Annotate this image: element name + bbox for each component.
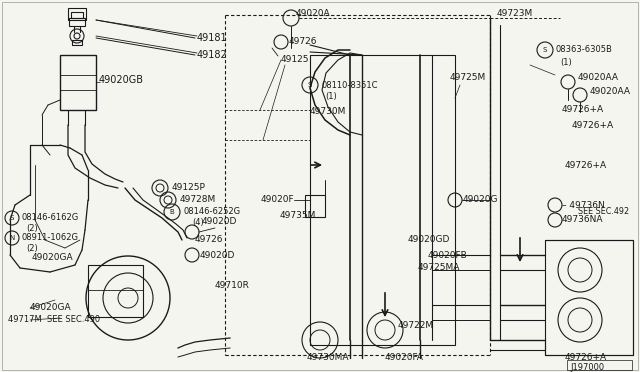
- Bar: [310, 55, 455, 345]
- Bar: [60, 55, 96, 110]
- Text: S: S: [308, 82, 312, 88]
- Text: SEE SEC.492: SEE SEC.492: [578, 208, 629, 217]
- Text: 49728M: 49728M: [180, 196, 216, 205]
- Text: 49722M: 49722M: [398, 321, 434, 330]
- Text: 49020FB: 49020FB: [428, 250, 468, 260]
- Text: 49020D: 49020D: [202, 218, 237, 227]
- Text: 49725MA: 49725MA: [418, 263, 460, 273]
- Text: 49726+A: 49726+A: [562, 106, 604, 115]
- Text: 49020AA: 49020AA: [590, 87, 631, 96]
- Text: – 49736N: – 49736N: [562, 201, 605, 209]
- Text: 49020D: 49020D: [200, 250, 236, 260]
- Text: 49182: 49182: [197, 50, 228, 60]
- Bar: [69, 18, 85, 26]
- Text: 49020GB: 49020GB: [99, 75, 144, 85]
- Text: S: S: [543, 47, 547, 53]
- Bar: [71, 12, 83, 18]
- Text: 49726+A: 49726+A: [565, 160, 607, 170]
- Text: (1): (1): [560, 58, 572, 67]
- Bar: [72, 40, 82, 45]
- Text: 49020GA: 49020GA: [30, 304, 72, 312]
- Text: N: N: [10, 235, 15, 241]
- Text: 49726: 49726: [289, 38, 317, 46]
- Text: 49020A: 49020A: [296, 10, 331, 19]
- Text: 08363-6305B: 08363-6305B: [556, 45, 613, 55]
- Text: 08146-6162G: 08146-6162G: [22, 214, 79, 222]
- Text: 49125: 49125: [281, 55, 310, 64]
- Text: 49717M  SEE SEC.490: 49717M SEE SEC.490: [8, 315, 100, 324]
- Bar: [305, 195, 325, 217]
- Text: (4): (4): [192, 218, 204, 227]
- Text: (2): (2): [26, 224, 38, 232]
- Bar: [68, 8, 86, 20]
- Text: 49736NA: 49736NA: [562, 215, 604, 224]
- Text: 49020GD: 49020GD: [408, 235, 451, 244]
- Text: 49723M: 49723M: [497, 10, 533, 19]
- Text: 49020AA: 49020AA: [578, 74, 619, 83]
- Bar: [88, 265, 143, 317]
- Text: 08110-8351C: 08110-8351C: [321, 80, 378, 90]
- Text: S: S: [10, 215, 14, 221]
- Text: 08146-6252G: 08146-6252G: [183, 208, 240, 217]
- Bar: [545, 240, 633, 355]
- Text: 49181: 49181: [197, 33, 228, 43]
- Text: 49726+A: 49726+A: [572, 121, 614, 129]
- Text: 49020F: 49020F: [261, 196, 294, 205]
- Text: 49730MA: 49730MA: [307, 353, 349, 362]
- Text: 49725M: 49725M: [450, 74, 486, 83]
- Text: 49020FA: 49020FA: [385, 353, 424, 362]
- Text: (2): (2): [26, 244, 38, 253]
- Bar: [567, 360, 632, 370]
- Text: B: B: [170, 209, 174, 215]
- Text: 08911-1062G: 08911-1062G: [22, 234, 79, 243]
- Text: 49020G: 49020G: [463, 196, 499, 205]
- Text: (1): (1): [325, 93, 337, 102]
- Text: 49726+A: 49726+A: [565, 353, 607, 362]
- Text: 49730M: 49730M: [310, 108, 346, 116]
- Text: J197000: J197000: [570, 362, 604, 372]
- Text: 49710R: 49710R: [215, 280, 250, 289]
- Text: 49125P: 49125P: [172, 183, 206, 192]
- Text: 49020GA: 49020GA: [32, 253, 74, 263]
- Text: 49735M: 49735M: [280, 211, 316, 219]
- Text: 49726: 49726: [195, 235, 223, 244]
